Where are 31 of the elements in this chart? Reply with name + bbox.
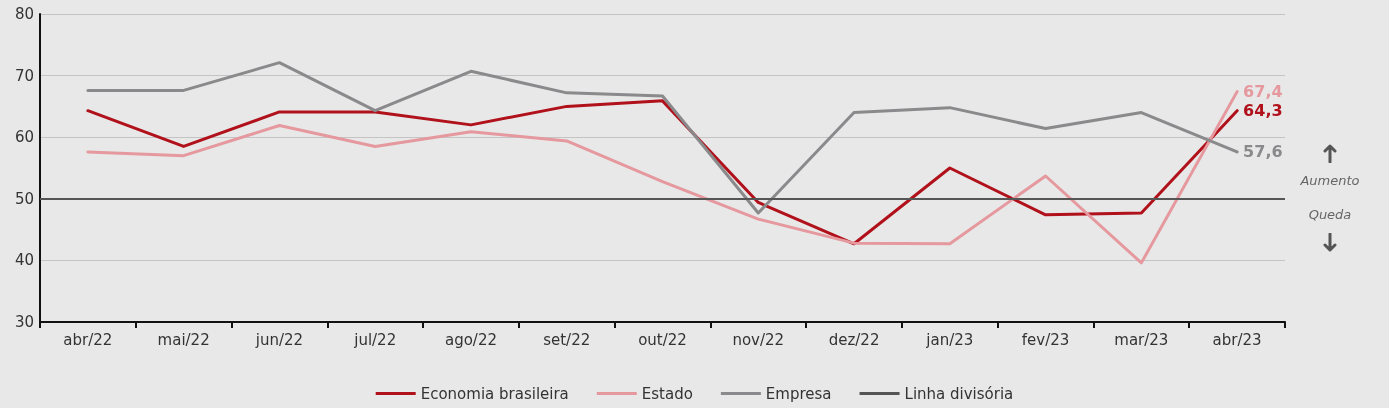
x-tick-label: abr/23	[1212, 330, 1262, 349]
x-tick-label: mai/22	[157, 330, 210, 349]
line-series	[86, 90, 1239, 265]
y-tick-label: 50	[14, 189, 34, 208]
x-tick-label: dez/22	[828, 330, 880, 349]
legend-label: Estado	[641, 384, 693, 403]
x-tick-label: jun/22	[254, 330, 304, 349]
x-tick-label: jul/22	[353, 330, 397, 349]
x-tick-label: abr/22	[63, 330, 113, 349]
text: Aumento	[1300, 172, 1360, 188]
line-series	[86, 61, 1239, 215]
y-tick-label: 80	[14, 5, 34, 23]
data-label: 64,3	[1243, 101, 1283, 121]
line-series	[86, 99, 1239, 246]
x-tick-label: out/22	[638, 330, 687, 349]
data-label: 67,4	[1243, 82, 1283, 102]
y-tick-label: 40	[14, 251, 34, 270]
x-tick-label: nov/22	[732, 330, 785, 349]
x-tick-label: set/22	[543, 330, 591, 349]
y-tick-label: 70	[14, 66, 34, 85]
legend-label: Empresa	[765, 384, 832, 403]
data-label: 57,6	[1243, 142, 1283, 162]
legend-label: Linha divisória	[904, 384, 1014, 403]
y-tick-label: 60	[14, 128, 34, 147]
x-tick-label: jan/23	[925, 330, 974, 349]
x-tick-label: fev/23	[1021, 330, 1070, 349]
text: Queda	[1308, 206, 1352, 222]
x-tick-label: mar/23	[1114, 330, 1169, 349]
x-tick-label: ago/22	[444, 330, 497, 349]
y-tick-label: 30	[14, 313, 34, 331]
legend-label: Economia brasileira	[420, 384, 569, 403]
